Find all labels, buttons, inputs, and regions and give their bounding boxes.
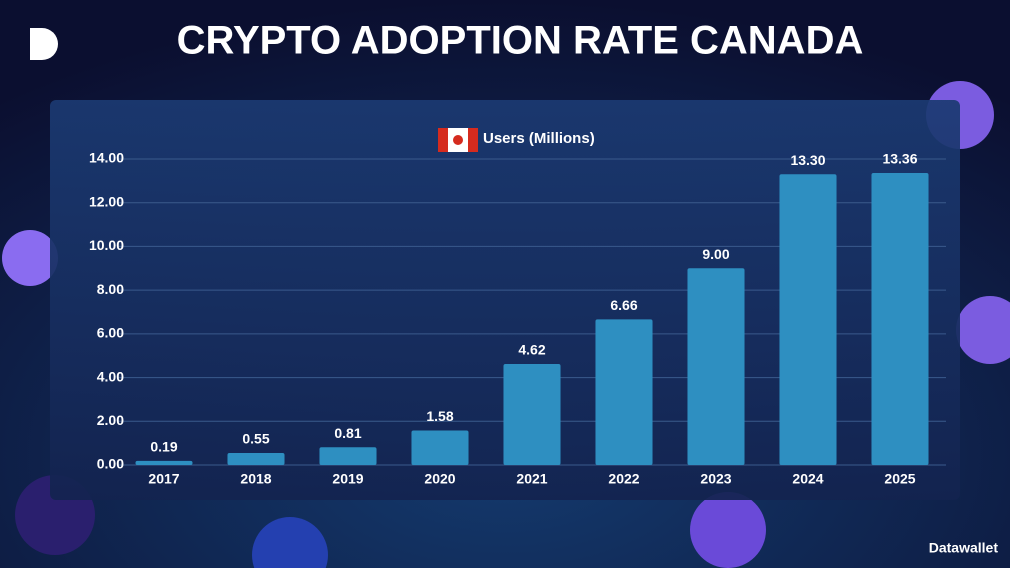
value-label: 9.00: [702, 246, 729, 262]
value-label: 0.55: [242, 431, 269, 447]
y-tick-label: 0.00: [97, 456, 124, 472]
x-tick-label: 2018: [240, 471, 271, 487]
y-tick-label: 4.00: [97, 368, 124, 384]
value-label: 0.19: [150, 439, 177, 455]
coin-decoration: [956, 296, 1010, 364]
value-label: 13.36: [882, 151, 917, 167]
value-label: 1.58: [426, 408, 453, 424]
coin-decoration: [690, 492, 766, 568]
value-label: 13.30: [790, 152, 825, 168]
brand: Datawallet: [929, 540, 999, 556]
y-tick-label: 6.00: [97, 325, 124, 341]
bar: [227, 452, 285, 465]
value-label: 4.62: [518, 342, 545, 358]
chart-title: CRYPTO ADOPTION RATE CANADA: [177, 19, 864, 63]
legend-label: Users (Millions): [483, 130, 595, 147]
x-tick-label: 2024: [792, 471, 823, 487]
y-tick-label: 10.00: [89, 237, 124, 253]
coin-decoration: [252, 517, 328, 568]
y-tick-label: 8.00: [97, 281, 124, 297]
y-tick-label: 14.00: [89, 150, 124, 166]
value-label: 0.81: [334, 425, 361, 441]
bar: [595, 319, 653, 465]
bar: [411, 430, 469, 465]
x-tick-label: 2021: [516, 471, 547, 487]
value-label: 6.66: [610, 297, 637, 313]
bar: [779, 174, 837, 466]
x-tick-label: 2020: [424, 471, 455, 487]
bar: [871, 172, 929, 465]
coin-decoration: [2, 230, 58, 286]
logo: [30, 28, 58, 60]
x-tick-label: 2025: [884, 471, 915, 487]
bar: [503, 364, 561, 465]
x-tick-label: 2017: [148, 471, 179, 487]
bar: [135, 460, 193, 465]
x-tick-label: 2019: [332, 471, 363, 487]
y-tick-label: 12.00: [89, 193, 124, 209]
bar: [319, 447, 377, 465]
x-tick-label: 2022: [608, 471, 639, 487]
flag: [438, 128, 448, 152]
y-tick-label: 2.00: [97, 412, 124, 428]
x-tick-label: 2023: [700, 471, 731, 487]
bar: [687, 268, 745, 465]
flag: [468, 128, 478, 152]
flag: [453, 135, 463, 145]
